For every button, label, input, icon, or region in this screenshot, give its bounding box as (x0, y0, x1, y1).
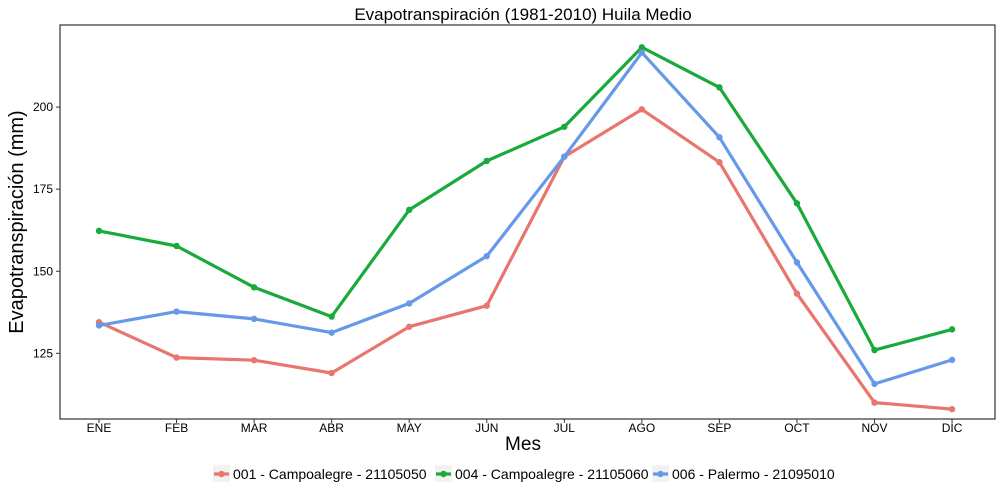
legend-key-point (218, 470, 225, 478)
data-point (948, 326, 956, 333)
series-line (97, 107, 954, 411)
data-point (250, 315, 258, 323)
y-axis-title: Evapotranspiración (mm) (6, 110, 28, 333)
data-point (561, 153, 568, 160)
data-point (716, 159, 723, 166)
x-tick-label: FEB (165, 421, 188, 435)
data-point (95, 322, 103, 329)
x-tick-label: ABR (319, 421, 344, 435)
x-tick-label: MAR (241, 421, 268, 435)
data-point (406, 300, 413, 307)
data-point (173, 308, 180, 315)
plot-panel (59, 24, 996, 420)
series-line (97, 50, 954, 386)
x-tick-label: NOV (861, 421, 887, 435)
data-point (793, 290, 801, 297)
chart-title: Evapotranspiración (1981-2010) Huila Med… (354, 5, 691, 24)
x-tick-label: OCT (784, 421, 810, 435)
y-tick-label: 150 (33, 264, 53, 278)
x-tick-label: SEP (707, 421, 731, 435)
legend: 001 - Campoalegre - 21105050 004 - Campoa… (213, 465, 835, 482)
series-line (97, 45, 954, 352)
data-point (483, 302, 490, 309)
data-point (638, 49, 646, 56)
data-point (871, 380, 878, 388)
data-point (871, 399, 878, 406)
legend-label: 004 - Campoalegre - 21105060 (455, 466, 649, 482)
data-point (483, 252, 490, 260)
data-point (948, 356, 956, 364)
data-point (250, 284, 258, 291)
data-point (716, 84, 723, 91)
x-tick-label: ENE (87, 421, 112, 435)
series-3 (95, 49, 956, 388)
y-axis: 125 150 175 200 (33, 100, 60, 360)
data-point (173, 354, 180, 361)
data-point (638, 106, 646, 113)
series-2 (95, 44, 956, 354)
data-point (716, 134, 723, 141)
data-point (793, 259, 801, 266)
y-tick-label: 175 (33, 182, 53, 196)
series-layer (95, 44, 956, 413)
data-point (328, 313, 335, 320)
x-tick-label: JUN (475, 421, 498, 435)
x-tick-label: MAY (397, 421, 422, 435)
data-point (406, 323, 413, 330)
data-point (638, 44, 646, 51)
y-tick-label: 200 (33, 100, 53, 114)
legend-key-point (657, 470, 664, 478)
data-point (328, 369, 335, 377)
data-point (948, 405, 956, 413)
data-point (250, 357, 258, 364)
data-point (871, 346, 878, 354)
data-point (793, 200, 801, 207)
x-axis: ENE FEB MAR ABR MAY JUN JUL AGO SEP OCT NOV DIC (87, 419, 963, 435)
x-tick-label: AGO (629, 421, 656, 435)
legend-label: 006 - Palermo - 21095010 (672, 466, 835, 482)
x-tick-label: DIC (942, 421, 963, 435)
legend-key-point (440, 470, 447, 478)
x-tick-label: JUL (554, 421, 576, 435)
data-point (173, 242, 180, 250)
legend-label: 001 - Campoalegre - 21105050 (233, 466, 427, 482)
y-tick-label: 125 (33, 346, 53, 360)
data-point (328, 329, 335, 336)
data-point (406, 206, 413, 214)
data-point (561, 123, 568, 130)
data-point (483, 157, 490, 165)
data-point (95, 227, 103, 235)
x-axis-title: Mes (505, 434, 541, 455)
